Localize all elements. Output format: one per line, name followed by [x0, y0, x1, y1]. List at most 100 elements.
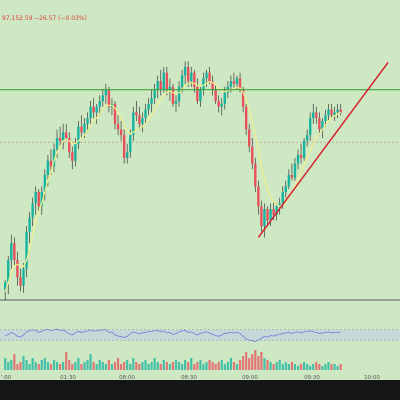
volume-bar — [92, 362, 95, 370]
ascending-support-line[interactable] — [257, 62, 389, 238]
volume-bar — [104, 364, 107, 370]
volume-bar — [293, 364, 297, 370]
candle-body — [28, 217, 31, 232]
candle-body — [107, 89, 111, 107]
volume-bar — [278, 360, 281, 370]
volume-bar — [120, 364, 123, 370]
candle-body — [327, 109, 330, 116]
time-axis-label: 09:30 — [304, 375, 320, 381]
candle-body — [52, 149, 56, 167]
volume-bar — [77, 358, 80, 370]
candle-body — [287, 174, 291, 187]
volume-bar — [315, 362, 318, 370]
candle-body — [217, 101, 220, 107]
candle-body — [193, 72, 196, 87]
candle-body — [104, 89, 108, 96]
candle-body — [254, 163, 257, 187]
candle-body — [16, 260, 19, 278]
volume-bar — [238, 360, 242, 370]
candle-body — [162, 72, 165, 90]
volume-bar — [181, 364, 184, 370]
volume-bar — [162, 360, 165, 370]
candle-body — [260, 206, 263, 227]
candle-body — [190, 72, 193, 82]
volume-bar — [248, 358, 251, 370]
candle-body — [299, 155, 303, 158]
volume-bar — [74, 362, 77, 370]
candle-body — [293, 163, 297, 178]
volume-bar — [16, 364, 19, 370]
candle-body — [208, 72, 211, 82]
candle-body — [10, 243, 13, 261]
candle-body — [269, 209, 272, 221]
candle-body — [238, 78, 242, 90]
volume-bar — [147, 364, 150, 370]
volume-bar — [208, 360, 211, 370]
volume-bar — [159, 364, 162, 370]
candle-body — [43, 174, 47, 192]
candle-body — [312, 112, 315, 119]
candle-body — [275, 206, 278, 215]
volume-bar — [156, 362, 159, 370]
volume-bar — [22, 356, 25, 370]
candle-body — [223, 92, 226, 104]
candle-body — [318, 118, 321, 130]
candle-body — [144, 109, 147, 119]
candle-body — [177, 86, 181, 102]
candle-body — [122, 135, 126, 158]
volume-bar — [333, 364, 336, 370]
candle-body — [49, 160, 53, 167]
candle-body — [83, 123, 86, 133]
candle-body — [31, 203, 34, 218]
volume-bar — [235, 364, 239, 370]
candle-body — [296, 155, 300, 164]
volume-bar — [86, 360, 89, 370]
chart-background — [0, 0, 400, 380]
volume-bar — [296, 366, 300, 370]
last-price-text: 97,152.59 — [2, 15, 33, 22]
volume-bar — [95, 364, 98, 370]
candle-body — [46, 160, 50, 175]
volume-bar — [196, 362, 199, 370]
candle-body — [257, 186, 260, 207]
candle-body — [202, 78, 205, 90]
volume-bar — [7, 362, 10, 370]
candle-body — [321, 120, 324, 130]
volume-bar — [141, 362, 144, 370]
volume-bar — [321, 366, 324, 370]
candle-body — [324, 115, 327, 121]
volume-bar — [174, 360, 178, 370]
volume-bar — [193, 364, 196, 370]
candle-body — [135, 112, 138, 116]
volume-bar — [138, 364, 141, 370]
volume-bar — [4, 358, 7, 370]
volume-bar — [46, 362, 49, 370]
volume-bar — [257, 356, 260, 370]
volume-bar — [98, 360, 101, 370]
candle-body — [266, 209, 269, 221]
volume-bar — [165, 362, 168, 370]
candle-body — [244, 106, 248, 130]
candle-body — [168, 86, 172, 90]
rsi-band — [0, 329, 400, 341]
candle-body — [86, 118, 89, 124]
volume-bar — [37, 364, 40, 370]
volume-bar — [101, 362, 104, 370]
volume-bar — [107, 360, 110, 370]
volume-bar — [309, 366, 312, 370]
candle-body — [22, 268, 25, 286]
candle-body — [37, 192, 40, 207]
candle-body — [13, 243, 16, 261]
candle-body — [159, 81, 162, 90]
time-axis-label: 01:30 — [60, 375, 76, 381]
candle-body — [19, 277, 22, 286]
candle-body — [214, 89, 217, 102]
candle-body — [171, 86, 175, 104]
volume-bar — [275, 362, 278, 370]
candle-body — [126, 152, 129, 158]
volume-bar — [168, 364, 171, 370]
volume-bar — [211, 362, 214, 370]
candle-body — [61, 132, 65, 141]
